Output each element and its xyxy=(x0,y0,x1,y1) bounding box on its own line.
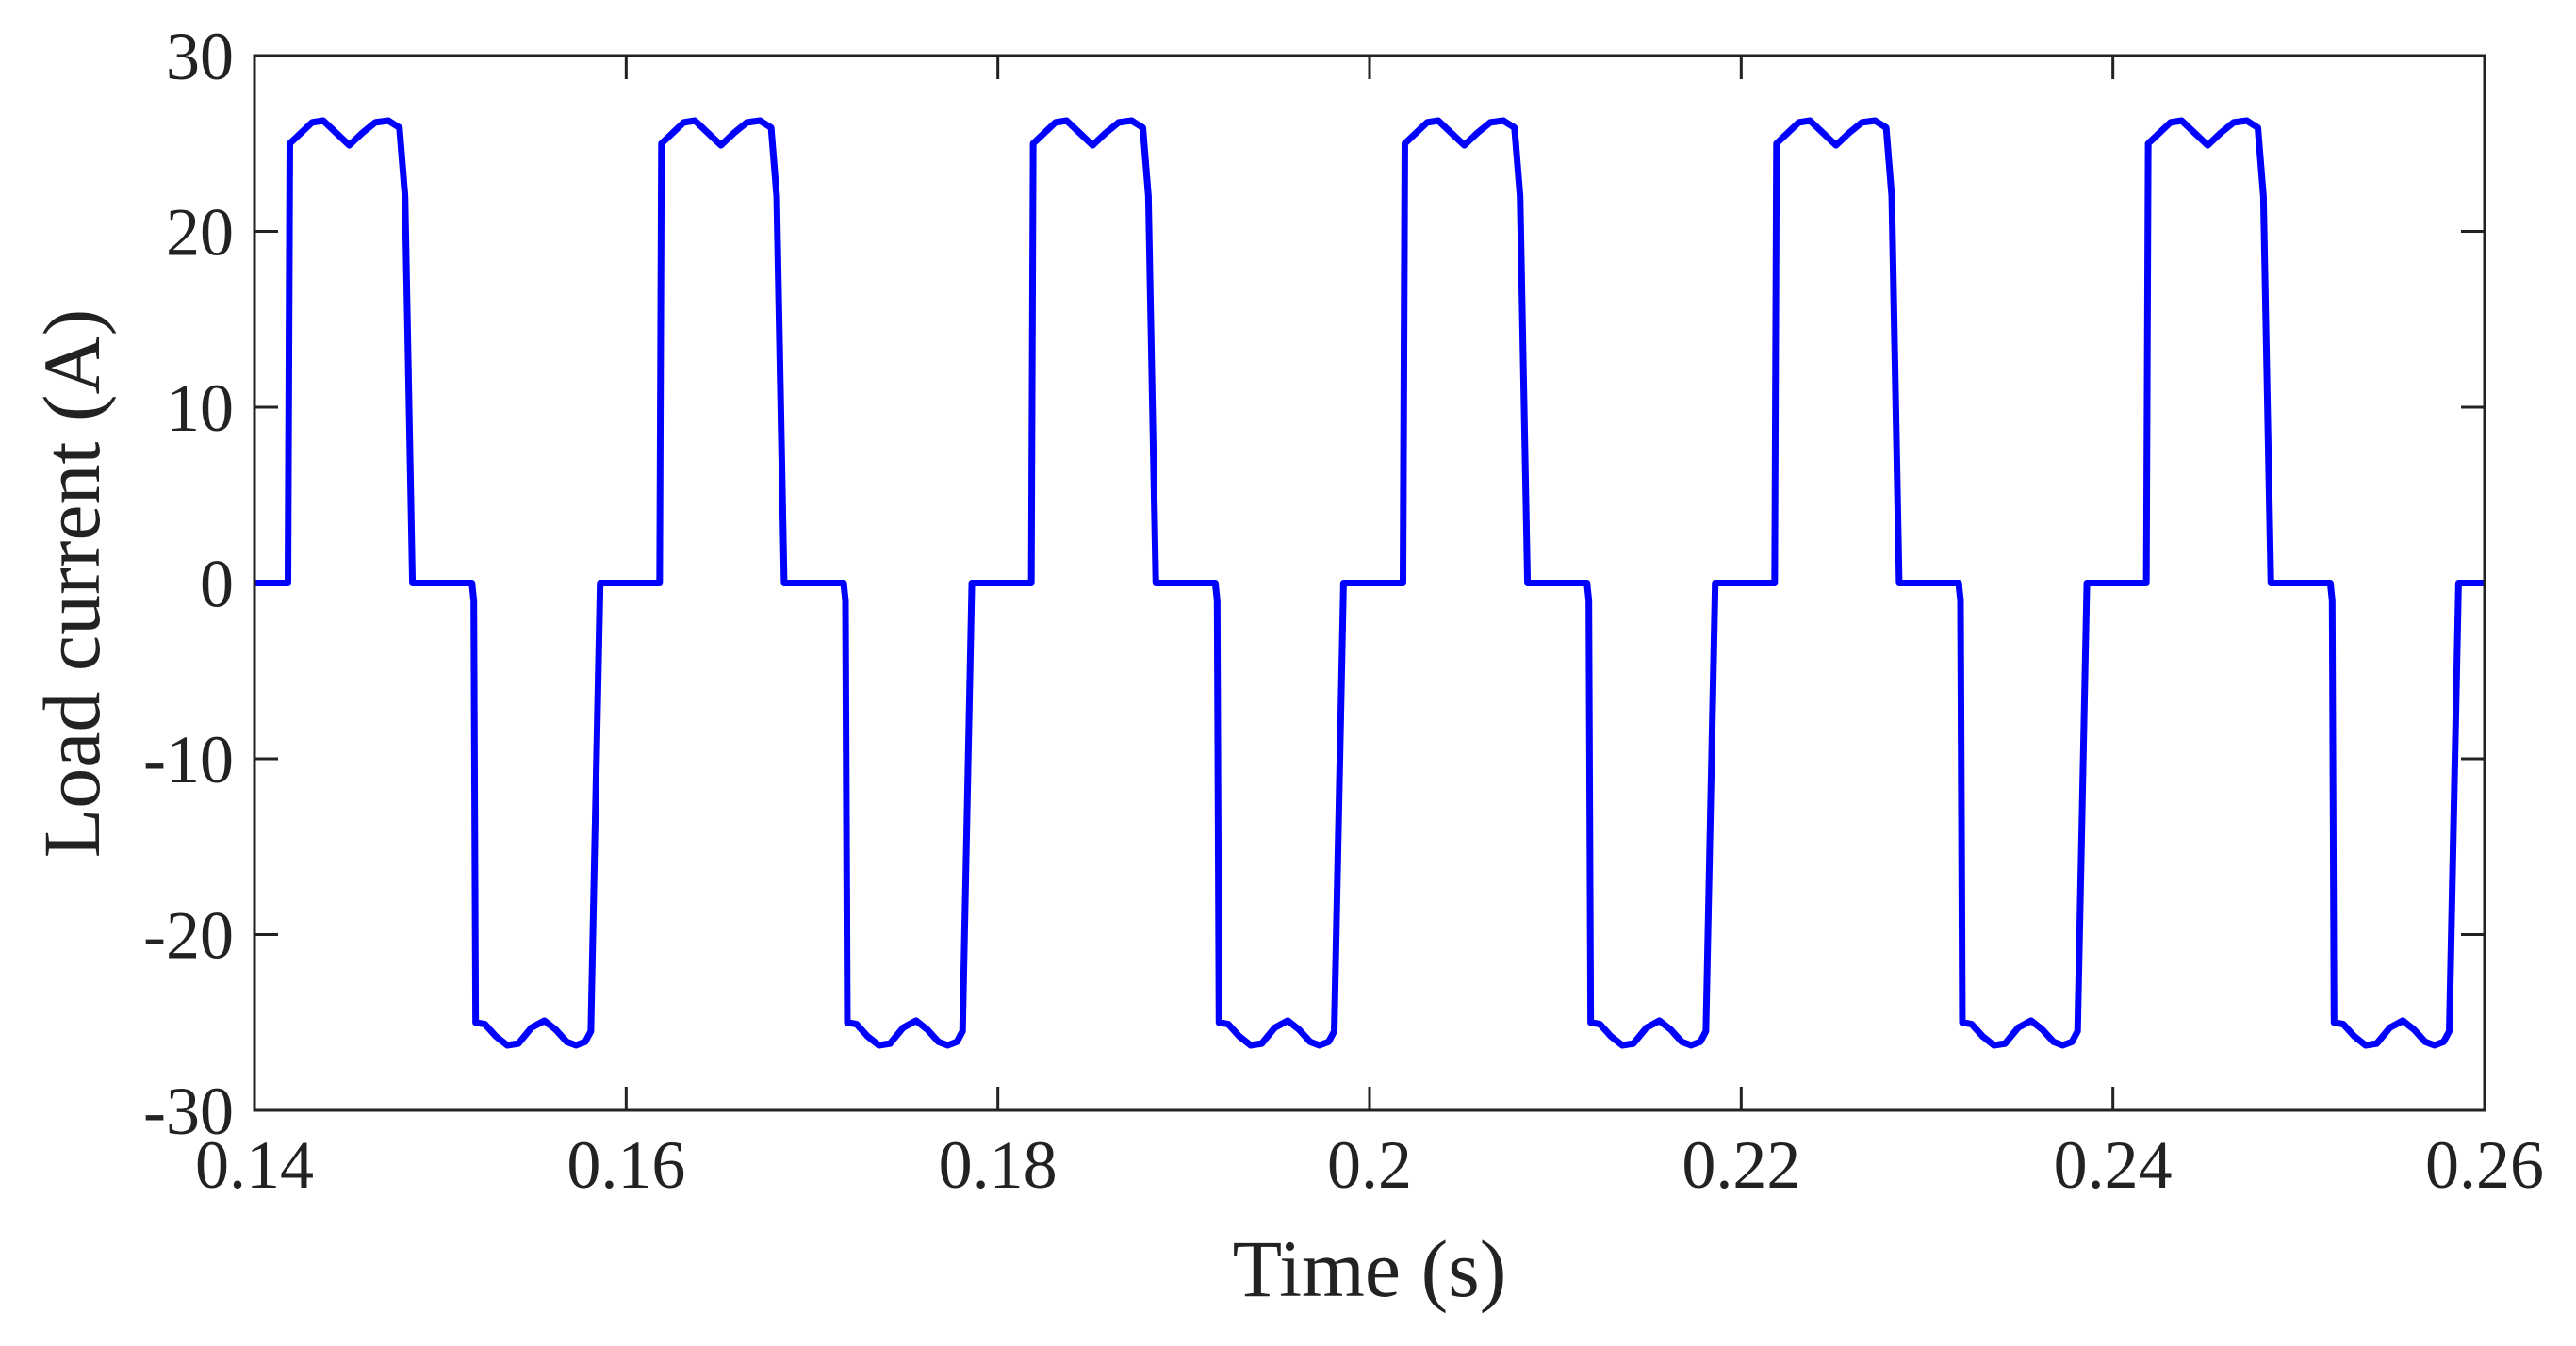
y-tick-label: 0 xyxy=(200,547,234,622)
x-tick-label: 0.22 xyxy=(1682,1127,1800,1203)
y-tick-label: -30 xyxy=(143,1074,234,1149)
x-tick-label: 0.18 xyxy=(939,1127,1058,1203)
x-tick-label: 0.26 xyxy=(2425,1127,2544,1203)
y-tick-label: -10 xyxy=(143,722,234,797)
x-tick-label: 0.2 xyxy=(1327,1127,1412,1203)
y-tick-label: 10 xyxy=(166,370,234,446)
x-axis-label: Time (s) xyxy=(1233,1223,1507,1314)
x-tick-label: 0.16 xyxy=(566,1127,685,1203)
x-tick-label: 0.24 xyxy=(2054,1127,2173,1203)
y-tick-label: -20 xyxy=(143,898,234,974)
plot-frame xyxy=(253,54,2486,1112)
y-tick-label: 30 xyxy=(166,19,234,94)
y-axis-label: Load current (A) xyxy=(26,309,117,859)
x-tick-label: 0.14 xyxy=(195,1127,314,1203)
y-tick-label: 20 xyxy=(166,195,234,271)
series-line xyxy=(254,117,2485,1049)
